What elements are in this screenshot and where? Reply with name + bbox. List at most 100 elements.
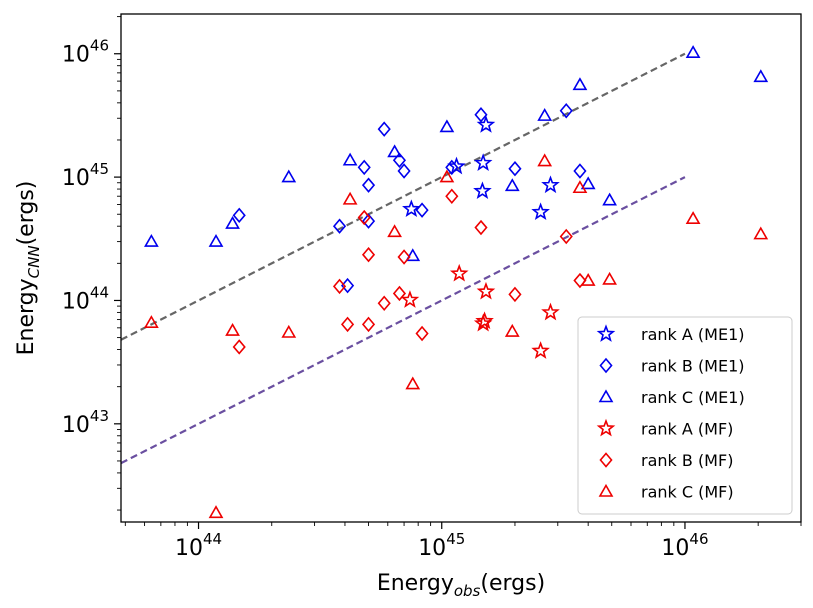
data-point-diamond (397, 163, 411, 179)
data-point-triangle (504, 178, 520, 192)
data-point-star (531, 202, 550, 221)
legend-marker-star (596, 324, 616, 342)
y-tick-label-base: 10 (62, 289, 90, 314)
x-axis-label-main: Energy (377, 571, 454, 596)
data-point-triangle (753, 226, 769, 240)
data-point-triangle (537, 153, 553, 167)
x-tick-label: 1045 (418, 530, 465, 561)
data-point-triangle (753, 69, 769, 83)
data-point-triangle (580, 176, 596, 190)
data-point-diamond (508, 160, 522, 177)
data-point-diamond (445, 188, 459, 204)
data-point-star (449, 263, 469, 282)
y-tick-label: 1045 (62, 160, 109, 191)
data-point-triangle (572, 180, 588, 194)
legend-item: rank A (MF) (596, 418, 733, 439)
data-point-star (447, 156, 466, 175)
legend-marker-diamond (599, 452, 613, 468)
data-point-diamond (232, 339, 246, 355)
data-point-triangle (208, 505, 224, 519)
y-tick-label-exp: 43 (90, 407, 109, 425)
legend-label: rank A (MF) (641, 420, 733, 439)
minor-ticks (117, 16, 802, 526)
plot-area-frame (120, 13, 802, 523)
data-point-star (473, 181, 492, 200)
data-point-star (402, 199, 421, 218)
data-point-triangle (572, 77, 588, 91)
x-axis-label-unit: (ergs) (480, 571, 545, 596)
data-point-diamond (377, 295, 391, 311)
y-axis-label-unit: (ergs) (14, 181, 39, 246)
legend-label: rank C (MF) (641, 483, 734, 502)
x-tick-label: 1044 (175, 530, 222, 561)
series-rank-a-me1 (402, 115, 560, 221)
data-point-star (475, 311, 494, 330)
reference-lines (120, 52, 686, 465)
data-point-triangle (225, 215, 240, 229)
data-point-star (476, 281, 496, 300)
data-point-diamond (415, 325, 429, 342)
data-point-diamond (340, 277, 355, 294)
x-tick-label: 1046 (661, 530, 708, 561)
data-point-diamond (397, 249, 411, 265)
data-point-triangle (580, 272, 596, 286)
data-points (144, 45, 769, 519)
x-tick-label-base: 10 (418, 536, 446, 561)
y-tick-label-exp: 44 (90, 283, 109, 301)
x-tick-label-base: 10 (661, 536, 689, 561)
legend-item: rank B (ME1) (599, 357, 745, 376)
legend-item: rank B (MF) (599, 451, 733, 470)
data-point-diamond (361, 213, 376, 229)
data-point-diamond (232, 207, 246, 224)
data-point-diamond (361, 316, 376, 333)
data-point-triangle (504, 323, 520, 337)
data-point-triangle (405, 248, 421, 262)
series-rank-c-mf (144, 153, 769, 519)
data-point-diamond (332, 218, 347, 234)
data-point-triangle (685, 211, 701, 225)
data-point-triangle (281, 169, 297, 183)
y-tick-label: 1043 (62, 407, 109, 438)
series-rank-b-mf (232, 188, 587, 355)
legend-label: rank B (ME1) (641, 357, 745, 376)
reference-line (120, 52, 686, 341)
data-point-diamond (573, 272, 587, 289)
data-point-triangle (602, 192, 617, 206)
data-point-star (541, 175, 560, 194)
legend-item: rank C (ME1) (598, 388, 745, 407)
data-point-diamond (559, 228, 573, 245)
data-point-diamond (474, 219, 488, 236)
data-point-triangle (281, 324, 297, 338)
data-point-star (473, 153, 493, 171)
data-point-triangle (225, 322, 240, 336)
data-point-diamond (361, 246, 376, 263)
y-tick-label: 1044 (62, 283, 109, 314)
data-point-star (476, 115, 496, 133)
data-point-diamond (392, 285, 407, 302)
series-rank-a-mf (400, 263, 560, 359)
y-tick-label-base: 10 (62, 43, 90, 68)
data-point-triangle (387, 144, 402, 158)
legend-label: rank C (ME1) (641, 388, 745, 407)
legend: rank A (ME1) rank B (ME1) rank C (ME1) rank… (577, 316, 793, 515)
y-tick-label: 1046 (62, 37, 109, 68)
data-point-diamond (357, 159, 371, 176)
data-point-diamond (573, 163, 587, 179)
data-point-triangle (144, 233, 159, 247)
data-point-diamond (361, 177, 376, 193)
data-point-diamond (559, 103, 573, 119)
data-point-triangle (537, 108, 553, 121)
legend-marker-diamond (599, 357, 613, 374)
legend-label: rank A (ME1) (641, 325, 744, 344)
data-point-diamond (340, 316, 355, 333)
data-point-diamond (357, 209, 371, 226)
data-point-diamond (508, 286, 522, 303)
x-axis-label-sub: obs (454, 582, 481, 600)
data-point-triangle (342, 152, 358, 166)
data-point-triangle (208, 233, 224, 247)
y-tick-label-exp: 46 (90, 37, 109, 55)
data-point-triangle (405, 376, 421, 390)
data-point-diamond (377, 121, 391, 137)
